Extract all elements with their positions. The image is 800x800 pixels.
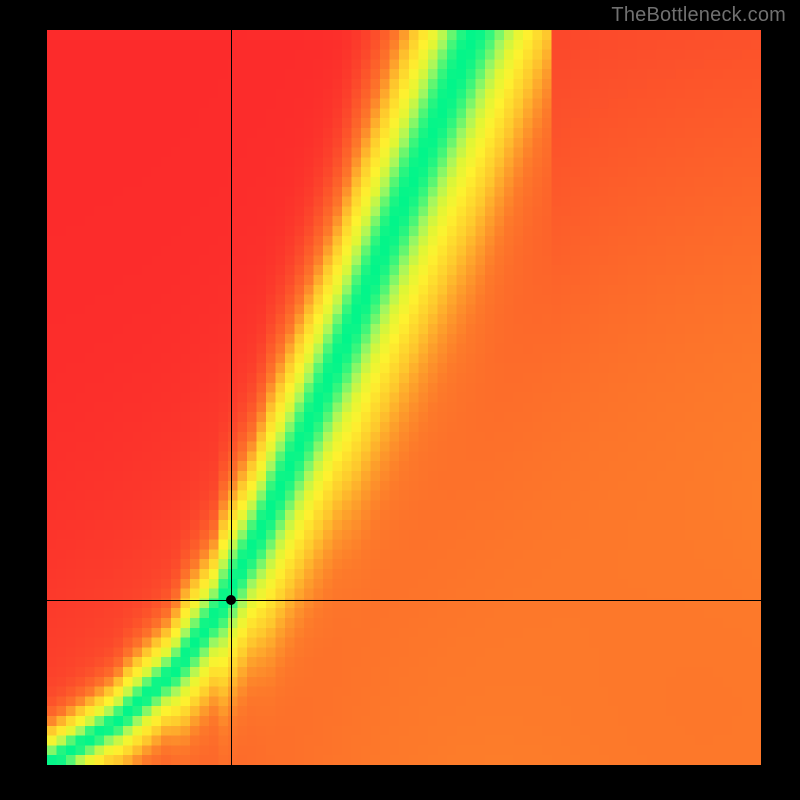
- watermark-text: TheBottleneck.com: [611, 4, 786, 27]
- crosshair-marker: [226, 595, 236, 605]
- crosshair-horizontal: [47, 600, 761, 601]
- crosshair-vertical: [231, 30, 232, 765]
- heatmap-canvas: [47, 30, 761, 765]
- heatmap-plot: [47, 30, 761, 765]
